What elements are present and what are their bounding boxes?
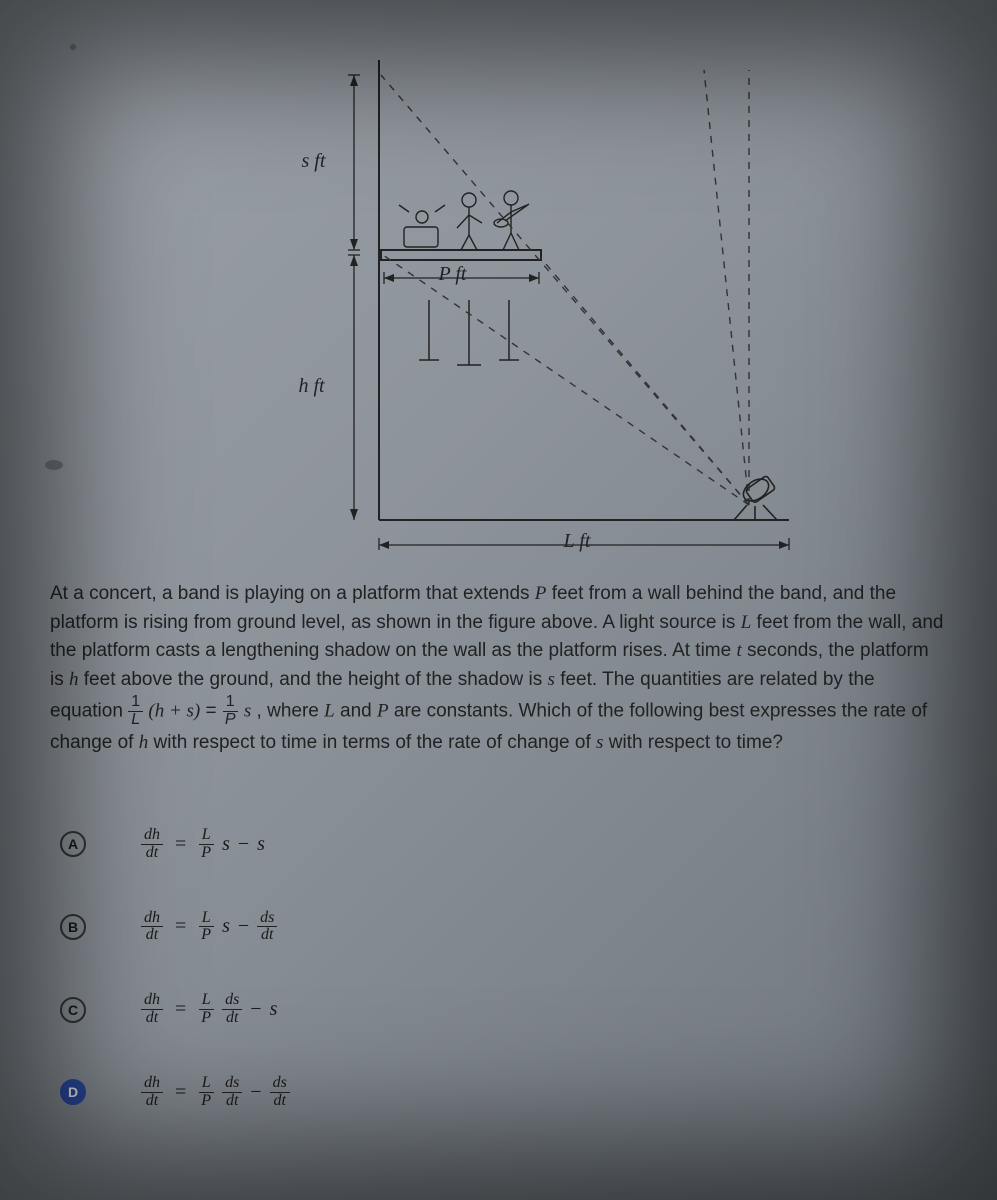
label-s: s ft <box>302 150 326 173</box>
B-mid: s <box>222 915 230 938</box>
q-eq-lfrac: 1 L <box>128 694 143 729</box>
q-p5: feet above the ground, and the height of… <box>84 669 548 690</box>
D-minus: − <box>250 1081 261 1104</box>
bubble-C[interactable]: C <box>60 997 86 1023</box>
q-p1: At a concert, a band is playing on a pla… <box>50 583 535 604</box>
bubble-B[interactable]: B <box>60 914 86 940</box>
q-eq-paren: (h + s) <box>148 700 200 721</box>
answer-list: A dhdt = LP s − s B dhdt = LP s − dsdt C <box>50 827 947 1109</box>
D-lhs-den: dt <box>143 1093 161 1110</box>
answer-B[interactable]: B dhdt = LP s − dsdt <box>60 910 947 945</box>
C-coef-num: L <box>199 992 214 1010</box>
q-v4: h <box>69 669 79 690</box>
question-text: At a concert, a band is playing on a pla… <box>50 580 947 757</box>
figure: s ft h ft P ft L ft <box>149 40 849 550</box>
q-p10: with respect to time in terms of the rat… <box>154 732 597 753</box>
D-mid-num: ds <box>222 1075 242 1093</box>
answer-A[interactable]: A dhdt = LP s − s <box>60 827 947 862</box>
A-eq: = <box>175 833 186 856</box>
D-coef-den: P <box>198 1093 214 1110</box>
D-lhs-num: dh <box>141 1075 163 1093</box>
expr-D: dhdt = LP dsdt − dsdt <box>141 1075 290 1110</box>
B-minus: − <box>238 915 249 938</box>
label-P: P ft <box>439 263 467 286</box>
A-coef-den: P <box>198 845 214 862</box>
B-coef-num: L <box>199 910 214 928</box>
A-lhs-den: dt <box>143 845 161 862</box>
q-eq-rnum: 1 <box>223 694 238 712</box>
figure-svg <box>149 40 849 550</box>
q-eq-rvar: s <box>244 700 251 721</box>
label-L: L ft <box>564 530 591 553</box>
B-tail-den: dt <box>258 927 276 944</box>
q-eq-rfrac: 1 P <box>222 694 239 729</box>
page: s ft h ft P ft L ft At a concert, a band… <box>0 0 997 1200</box>
q-v5: s <box>548 669 555 690</box>
D-tail-den: dt <box>270 1093 288 1110</box>
bubble-D[interactable]: D <box>60 1079 86 1105</box>
q-v3: t <box>736 640 741 661</box>
expr-B: dhdt = LP s − dsdt <box>141 910 277 945</box>
C-mid-den: dt <box>223 1010 241 1027</box>
B-coef-den: P <box>198 927 214 944</box>
D-coef-num: L <box>199 1075 214 1093</box>
A-tail: s <box>257 833 265 856</box>
C-lhs-num: dh <box>141 992 163 1010</box>
D-tail-num: ds <box>270 1075 290 1093</box>
C-coef-den: P <box>198 1010 214 1027</box>
q-v9: s <box>596 732 603 753</box>
A-mid: s <box>222 833 230 856</box>
q-eq-rden: P <box>222 712 239 729</box>
answer-D[interactable]: D dhdt = LP dsdt − dsdt <box>60 1075 947 1110</box>
C-tail: s <box>270 998 278 1021</box>
B-tail-num: ds <box>257 910 277 928</box>
C-lhs-den: dt <box>143 1010 161 1027</box>
D-eq: = <box>175 1081 186 1104</box>
C-mid-num: ds <box>222 992 242 1010</box>
q-p11: with respect to time? <box>609 732 783 753</box>
bubble-A[interactable]: A <box>60 831 86 857</box>
q-eq-lden: L <box>128 712 143 729</box>
B-lhs-num: dh <box>141 910 163 928</box>
answer-C[interactable]: C dhdt = LP dsdt − s <box>60 992 947 1027</box>
q-v8: h <box>139 732 149 753</box>
B-eq: = <box>175 915 186 938</box>
q-eq-lnum: 1 <box>128 694 143 712</box>
speck-icon <box>45 460 63 470</box>
A-lhs-num: dh <box>141 827 163 845</box>
expr-C: dhdt = LP dsdt − s <box>141 992 277 1027</box>
B-lhs-den: dt <box>143 927 161 944</box>
q-p8: and <box>340 700 377 721</box>
A-coef-num: L <box>199 827 214 845</box>
q-v7: P <box>377 700 389 721</box>
q-p7: , where <box>257 700 325 721</box>
q-v6: L <box>324 700 335 721</box>
A-minus: − <box>238 833 249 856</box>
C-eq: = <box>175 998 186 1021</box>
q-v1: P <box>535 583 547 604</box>
label-h: h ft <box>299 375 325 398</box>
C-minus: − <box>250 998 261 1021</box>
q-eq-mid: = <box>206 700 222 721</box>
q-v2: L <box>741 612 752 633</box>
speck-icon <box>70 44 76 50</box>
D-mid-den: dt <box>223 1093 241 1110</box>
expr-A: dhdt = LP s − s <box>141 827 265 862</box>
